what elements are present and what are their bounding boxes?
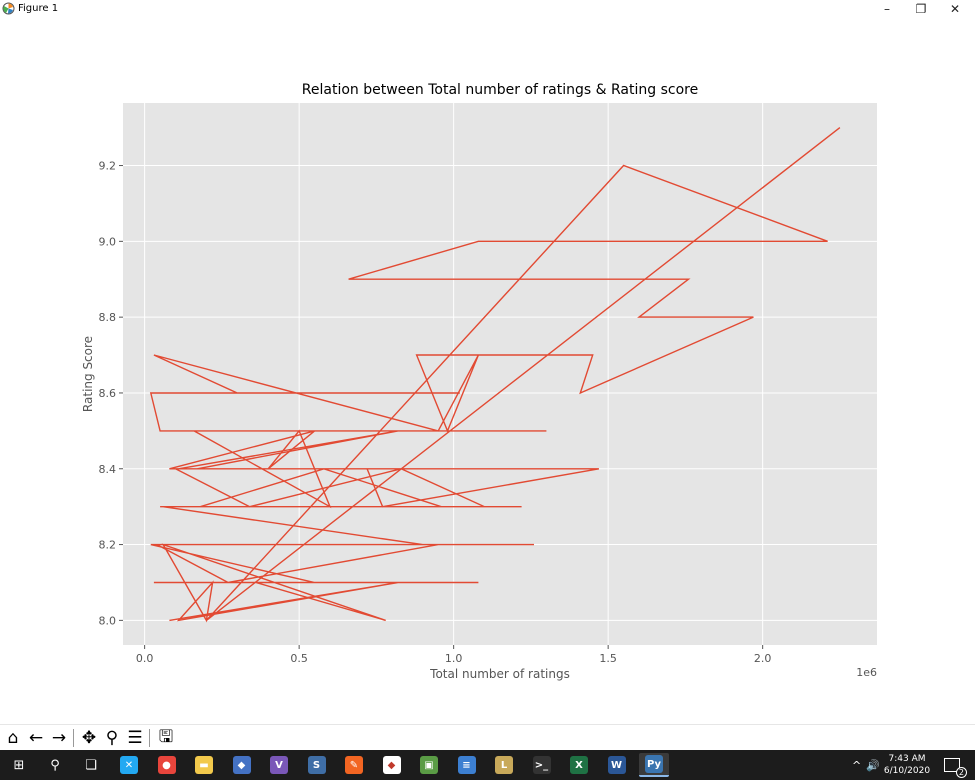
app-blue-icon: ◆ xyxy=(232,756,251,774)
pan-icon[interactable]: ✥ xyxy=(81,728,97,748)
network-icon: ≡ xyxy=(457,756,476,774)
y-tick-label: 8.0 xyxy=(99,614,117,627)
taskbar-app-word[interactable]: W xyxy=(602,753,632,777)
volume-icon[interactable]: 🔊 xyxy=(866,758,880,772)
taskbar-app-app-lock[interactable]: ▣ xyxy=(414,753,444,777)
toolbar-separator xyxy=(149,729,150,747)
taskbar-app-explorer[interactable]: ▬ xyxy=(189,753,219,777)
plot-area xyxy=(123,103,877,645)
taskbar-app-chrome[interactable]: ● xyxy=(152,753,182,777)
close-button[interactable]: ✕ xyxy=(949,2,961,16)
forward-arrow-icon[interactable]: → xyxy=(51,728,67,748)
zoom-icon[interactable]: ⚲ xyxy=(105,728,119,748)
clock-time: 7:43 AM xyxy=(888,754,926,764)
matplotlib-icon xyxy=(2,2,15,15)
taskbar-clock[interactable]: 7:43 AM 6/10/2020 xyxy=(882,753,932,777)
toolbar-separator xyxy=(73,729,74,747)
taskbar-app-ssms[interactable]: S xyxy=(302,753,332,777)
ssms-icon: S xyxy=(307,756,326,774)
terminal-icon: >_ xyxy=(532,756,551,774)
chart-title: Relation between Total number of ratings… xyxy=(302,82,698,98)
y-tick-label: 9.0 xyxy=(99,235,117,248)
window-titlebar: Figure 1 – ❐ ✕ xyxy=(0,0,975,18)
y-axis-label: Rating Score xyxy=(81,336,95,412)
x-offset-label: 1e6 xyxy=(856,666,877,679)
taskbar-app-app-game[interactable]: L xyxy=(489,753,519,777)
save-icon[interactable]: 🖫 xyxy=(158,726,174,747)
back-arrow-icon[interactable]: ← xyxy=(28,728,44,748)
taskbar-app-terminal[interactable]: >_ xyxy=(527,753,557,777)
notifications-icon[interactable]: 2 xyxy=(944,750,967,780)
configure-subplots-icon[interactable]: ☰ xyxy=(127,728,143,748)
taskbar-app-vscode[interactable]: ✕ xyxy=(114,753,144,777)
python-icon: Py xyxy=(645,755,663,773)
minimize-button[interactable]: – xyxy=(884,2,890,16)
taskbar-app-git[interactable]: ◆ xyxy=(377,753,407,777)
y-tick-label: 8.8 xyxy=(99,311,117,324)
maximize-button[interactable]: ❐ xyxy=(915,2,927,16)
x-tick-label: 0.5 xyxy=(290,652,308,665)
y-tick-label: 8.2 xyxy=(99,539,117,552)
windows-taskbar: ⊞ ⚲ ❏ ✕ ● ▬ ◆ V S ✎ ◆ ▣ ≡ L >_ X W Py ^ 🔊 7:43 AM 6/10… xyxy=(0,750,975,780)
taskbar-app-app-blue[interactable]: ◆ xyxy=(227,753,257,777)
window-title: Figure 1 xyxy=(18,3,59,14)
x-tick-label: 1.5 xyxy=(599,652,617,665)
series-line xyxy=(149,127,841,623)
task-view-icon[interactable]: ❏ xyxy=(85,757,97,773)
taskbar-app-app-orange[interactable]: ✎ xyxy=(339,753,369,777)
x-tick-label: 1.0 xyxy=(445,652,463,665)
tray-overflow-icon[interactable]: ^ xyxy=(852,758,862,772)
x-axis-label: Total number of ratings xyxy=(429,667,570,681)
git-icon: ◆ xyxy=(382,756,401,774)
clock-date: 6/10/2020 xyxy=(883,766,931,776)
matplotlib-toolbar: ⌂ ← → ✥ ⚲ ☰ 🖫 xyxy=(0,724,975,751)
chrome-icon: ● xyxy=(157,756,176,774)
x-tick-label: 0.0 xyxy=(136,652,154,665)
y-tick-label: 8.4 xyxy=(99,463,117,476)
y-tick-label: 9.2 xyxy=(99,160,117,173)
app-game-icon: L xyxy=(495,756,513,774)
app-orange-icon: ✎ xyxy=(345,756,363,774)
visual-studio-icon: V xyxy=(270,756,288,774)
y-tick-label: 8.6 xyxy=(99,387,117,400)
taskbar-app-python[interactable]: Py xyxy=(639,753,669,777)
x-tick-label: 2.0 xyxy=(754,652,772,665)
start-icon[interactable]: ⊞ xyxy=(13,757,25,773)
taskbar-app-network[interactable]: ≡ xyxy=(452,753,482,777)
excel-icon: X xyxy=(570,756,588,774)
taskbar-app-visual-studio[interactable]: V xyxy=(264,753,294,777)
word-icon: W xyxy=(607,756,626,774)
taskbar-app-excel[interactable]: X xyxy=(564,753,594,777)
home-icon[interactable]: ⌂ xyxy=(7,728,19,748)
explorer-icon: ▬ xyxy=(195,756,213,774)
line-chart: 0.0 0.5 1.0 1.5 2.0 8.0 8.2 8.4 8.6 8.8 9.0 9.2 Rela… xyxy=(81,82,877,681)
notification-count: 2 xyxy=(955,767,967,778)
vscode-icon: ✕ xyxy=(120,756,138,774)
search-icon[interactable]: ⚲ xyxy=(50,757,60,773)
figure-canvas[interactable]: 0.0 0.5 1.0 1.5 2.0 8.0 8.2 8.4 8.6 8.8 9.0 9.2 Rela… xyxy=(0,18,975,724)
app-lock-icon: ▣ xyxy=(420,756,438,774)
